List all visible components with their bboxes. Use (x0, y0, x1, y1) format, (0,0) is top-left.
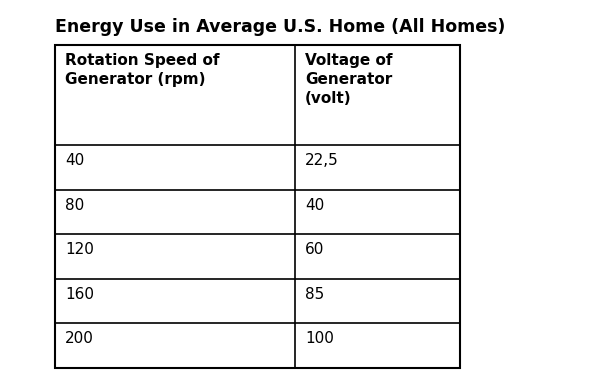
Text: 22,5: 22,5 (305, 153, 339, 168)
Text: 85: 85 (305, 287, 324, 302)
Text: 120: 120 (65, 242, 94, 257)
Text: Rotation Speed of
Generator (rpm): Rotation Speed of Generator (rpm) (65, 53, 220, 87)
Text: 60: 60 (305, 242, 324, 257)
Text: 40: 40 (65, 153, 84, 168)
Bar (55, 45, 460, 368)
Text: Energy Use in Average U.S. Home (All Homes): Energy Use in Average U.S. Home (All Hom… (55, 18, 506, 36)
Text: 40: 40 (305, 197, 324, 213)
Text: Voltage of
Generator
(volt): Voltage of Generator (volt) (305, 53, 393, 106)
Text: 100: 100 (305, 331, 334, 346)
Text: 200: 200 (65, 331, 94, 346)
Text: 160: 160 (65, 287, 94, 302)
Text: 80: 80 (65, 197, 84, 213)
